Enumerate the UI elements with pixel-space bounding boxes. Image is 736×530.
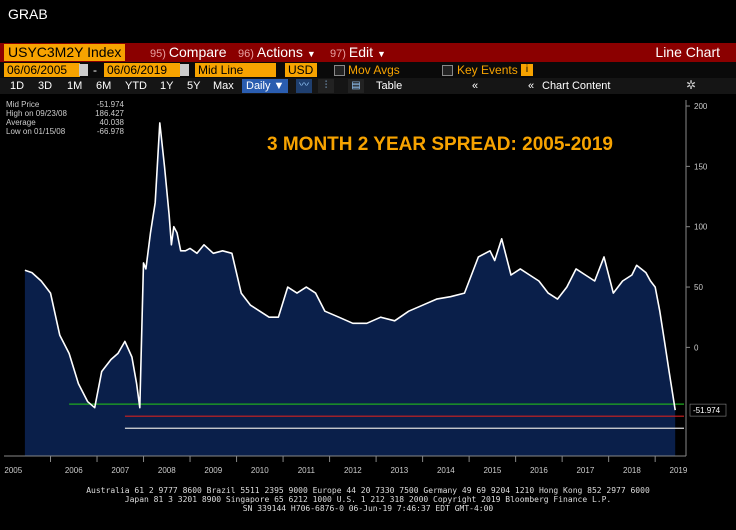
x-tick-label: 2008 [158, 466, 176, 475]
x-tick-label: 2014 [437, 466, 455, 475]
legend-low-label: Low on 01/15/08 [6, 127, 66, 136]
period-bar [0, 78, 736, 94]
spread-chart: 200 150 100 50 0 -51.974 2005 2006 2007 2008 2009 2… [4, 100, 727, 475]
window-title: GRAB [8, 6, 48, 22]
collapse-icon[interactable]: « [472, 80, 479, 92]
key-events-checkbox[interactable] [442, 65, 453, 76]
table-icon[interactable]: ▤ [348, 79, 364, 93]
period-1y[interactable]: 1Y [160, 80, 174, 92]
x-tick-label: 2011 [298, 466, 316, 475]
chevron-down-icon: ▼ [377, 49, 386, 59]
x-tick-label: 2007 [111, 466, 129, 475]
chevron-down-icon: ▼ [306, 49, 316, 59]
line-chart-icon[interactable]: 〰 [296, 79, 312, 93]
legend-avg-label: Average [6, 118, 36, 127]
series-line [24, 122, 676, 411]
actions-label: Actions [256, 44, 303, 60]
compare-num: 95) [150, 48, 166, 60]
legend-low-value: -66.978 [96, 127, 124, 136]
command-bar [0, 43, 736, 62]
x-tick-label: 2009 [204, 466, 222, 475]
key-events-label: Key Events [457, 63, 518, 77]
period-1m[interactable]: 1M [67, 80, 83, 92]
x-tick-label: 2019 [670, 466, 688, 475]
ticker-field[interactable]: USYC3M2Y Index [4, 44, 126, 61]
edit-menu[interactable]: 97) Edit ▼ [330, 44, 386, 61]
mov-avgs-label: Mov Avgs [348, 63, 400, 77]
legend-mid-label: Mid Price [6, 100, 40, 109]
x-tick-label: 2005 [4, 466, 22, 475]
x-tick-label: 2010 [251, 466, 269, 475]
edit-num: 97) [330, 48, 346, 60]
mov-avgs-checkbox[interactable] [334, 65, 345, 76]
period-1d[interactable]: 1D [10, 80, 25, 92]
x-tick-label: 2013 [390, 466, 408, 475]
series-area [24, 122, 676, 457]
end-date-field[interactable]: 06/06/2019 [104, 63, 180, 77]
frequency-label: Daily [246, 80, 271, 92]
y-tick-label: 0 [694, 343, 699, 352]
calendar-icon[interactable] [79, 64, 88, 76]
period-3d[interactable]: 3D [38, 80, 53, 92]
footer-line-2: Japan 81 3 3201 8900 Singapore 65 6212 1… [124, 495, 612, 504]
period-5y[interactable]: 5Y [187, 80, 201, 92]
chart-legend: Mid Price -51.974 High on 09/23/08 186.427… [6, 100, 124, 136]
candle-icon[interactable]: ⫶ [318, 79, 334, 93]
legend-mid-value: -51.974 [96, 100, 124, 109]
calendar-icon[interactable] [180, 64, 189, 76]
footer: Australia 61 2 9777 8600 Brazil 5511 239… [0, 486, 736, 513]
last-value-label: -51.974 [693, 406, 721, 415]
y-tick-label: 200 [694, 102, 708, 111]
table-button[interactable]: Table [376, 80, 403, 92]
compare-label: Compare [168, 44, 227, 60]
date-separator: - [93, 63, 97, 77]
footer-line-3: SN 339144 H706-6876-0 06-Jun-19 7:46:37 … [242, 504, 494, 513]
y-tick-label: 50 [694, 283, 703, 292]
y-tick-label: 150 [694, 162, 708, 171]
footer-line-1: Australia 61 2 9777 8600 Brazil 5511 239… [86, 486, 650, 495]
gear-icon[interactable]: ✲ [685, 78, 696, 92]
x-tick-label: 2016 [530, 466, 548, 475]
actions-num: 96) [238, 48, 254, 60]
mode-select[interactable]: Mid Line [195, 63, 276, 77]
legend-high-label: High on 09/23/08 [6, 109, 67, 118]
edit-label: Edit [348, 44, 374, 60]
currency-select[interactable]: USD [285, 63, 317, 77]
x-tick-label: 2012 [344, 466, 362, 475]
period-6m[interactable]: 6M [96, 80, 112, 92]
legend-avg-value: 40.038 [99, 118, 124, 127]
start-date-field[interactable]: 06/06/2005 [4, 63, 80, 77]
x-tick-label: 2017 [576, 466, 594, 475]
y-tick-label: 100 [694, 223, 708, 232]
chart-title: 3 MONTH 2 YEAR SPREAD: 2005-2019 [267, 134, 613, 155]
expand-icon[interactable]: « [528, 80, 535, 92]
x-tick-label: 2006 [65, 466, 83, 475]
period-ytd[interactable]: YTD [125, 80, 147, 92]
x-tick-label: 2015 [483, 466, 501, 475]
period-max[interactable]: Max [213, 80, 234, 92]
compare-menu[interactable]: 95) Compare [150, 44, 227, 61]
view-label: Line Chart [655, 44, 720, 60]
last-value-box [689, 403, 727, 417]
chart-content-button[interactable]: Chart Content [542, 80, 611, 92]
info-icon[interactable]: i [521, 64, 533, 76]
frequency-select[interactable]: Daily ▼ [242, 79, 289, 93]
actions-menu[interactable]: 96) Actions ▼ [238, 44, 316, 61]
legend-high-value: 186.427 [95, 109, 124, 118]
x-tick-label: 2018 [623, 466, 641, 475]
